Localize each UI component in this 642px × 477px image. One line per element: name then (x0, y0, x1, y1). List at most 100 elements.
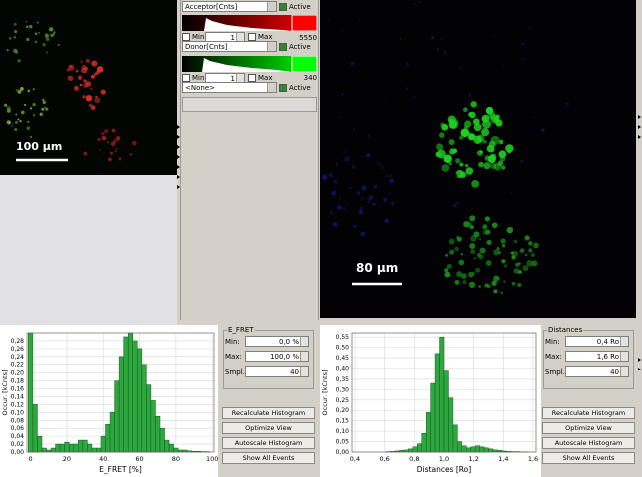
cell-spot (473, 257, 476, 260)
cell-spot (14, 30, 18, 34)
max-checkbox[interactable] (248, 74, 256, 82)
channel-select[interactable]: Acceptor[Cnts] (182, 1, 277, 12)
cell-spot (38, 31, 40, 34)
bar (137, 348, 143, 453)
cell-spot (455, 201, 459, 205)
x-tick-label: 80 (172, 455, 180, 463)
cell-spot (485, 229, 491, 235)
bar (127, 332, 134, 453)
action-button[interactable]: Autoscale Histogram (542, 437, 635, 449)
field-input[interactable]: 1,6 Ro (565, 351, 629, 362)
field-input[interactable]: 0,0 % (245, 336, 309, 347)
action-button[interactable]: Show All Events (542, 452, 635, 464)
cell-spot (454, 279, 460, 285)
cell-spot (94, 97, 101, 104)
y-tick-label: 0,12 (11, 401, 25, 408)
cell-spot (446, 263, 452, 269)
bar (59, 443, 65, 453)
cell-spot (41, 107, 45, 111)
cell-spot (520, 42, 525, 46)
cell-spot (469, 215, 476, 222)
cell-spot (329, 211, 334, 215)
lut-bar (182, 56, 317, 72)
active-checkbox[interactable] (279, 84, 287, 92)
cell-spot (469, 242, 476, 250)
cell-spot (79, 83, 83, 87)
cell-spot (524, 253, 528, 257)
action-button[interactable]: Autoscale Histogram (222, 437, 315, 449)
cell-spot (73, 85, 80, 91)
action-button[interactable]: Show All Events (222, 452, 315, 464)
action-button[interactable]: Optimize View (222, 422, 315, 434)
field-input[interactable]: 40 (565, 366, 629, 377)
image-bg (320, 0, 636, 318)
action-button[interactable]: Recalculate Histogram (542, 407, 635, 419)
bar (425, 412, 431, 453)
min-checkbox[interactable] (182, 74, 190, 82)
cell-spot (341, 29, 343, 32)
bar (421, 432, 427, 453)
cell-spot (66, 68, 70, 72)
cell-spot (565, 102, 569, 106)
cell-spot (17, 118, 20, 121)
cell-spot (339, 196, 342, 199)
cell-spot (462, 107, 468, 113)
action-button[interactable]: Recalculate Histogram (222, 407, 315, 419)
cell-spot (459, 162, 464, 167)
cell-spot (470, 249, 476, 254)
active-checkbox[interactable] (279, 3, 287, 11)
y-tick-label: 0,35 (336, 376, 350, 383)
bar (434, 353, 440, 453)
cell-spot (57, 43, 60, 47)
field-input[interactable]: 100,0 % (245, 351, 309, 362)
cell-spot (131, 140, 137, 146)
cell-spot (6, 120, 11, 125)
action-button[interactable]: Optimize View (542, 422, 635, 434)
cell-spot (43, 106, 46, 109)
y-axis-label: Occur. [kCnts] (1, 369, 9, 415)
cell-spot (505, 144, 514, 153)
bar (64, 441, 70, 453)
cell-spot (491, 280, 497, 286)
cell-spot (476, 252, 482, 258)
active-checkbox[interactable] (279, 43, 287, 51)
cell-spot (11, 125, 13, 127)
cell-spot (42, 43, 46, 47)
cell-spot (85, 58, 91, 64)
field-input[interactable]: 40 (245, 366, 309, 377)
max-checkbox[interactable] (248, 33, 256, 41)
bar (118, 356, 124, 453)
bar (164, 439, 170, 453)
cell-spot (101, 131, 105, 136)
cell-spot (468, 93, 472, 97)
cell-spot (96, 66, 104, 73)
bar (173, 447, 179, 453)
bar (412, 446, 418, 453)
cell-spot (360, 231, 366, 237)
cell-spot (502, 65, 505, 67)
field-input[interactable]: 0,4 Ro (565, 336, 629, 347)
channel-select[interactable]: <None> (182, 82, 277, 93)
y-tick-label: 0,15 (336, 418, 350, 425)
field-label: Min: (545, 338, 560, 346)
x-tick-label: 1,0 (439, 455, 449, 463)
cell-spot (496, 246, 500, 251)
cell-spot (464, 163, 469, 168)
cell-spot (343, 206, 347, 211)
y-tick-label: 0,10 (336, 428, 350, 435)
field-label: Min: (225, 338, 240, 346)
group-box (223, 330, 314, 389)
min-checkbox[interactable] (182, 33, 190, 41)
cell-spot (517, 283, 522, 288)
cell-spot (111, 128, 116, 133)
cell-spot (444, 271, 451, 278)
cell-spot (462, 279, 467, 285)
cell-spot (32, 113, 36, 117)
cell-spot (438, 132, 445, 138)
cell-spot (458, 259, 465, 266)
cell-spot (477, 150, 483, 156)
cell-spot (27, 89, 31, 93)
cell-spot (443, 154, 452, 163)
channel-select[interactable]: Donor[Cnts] (182, 41, 277, 52)
cell-spot (470, 101, 477, 108)
